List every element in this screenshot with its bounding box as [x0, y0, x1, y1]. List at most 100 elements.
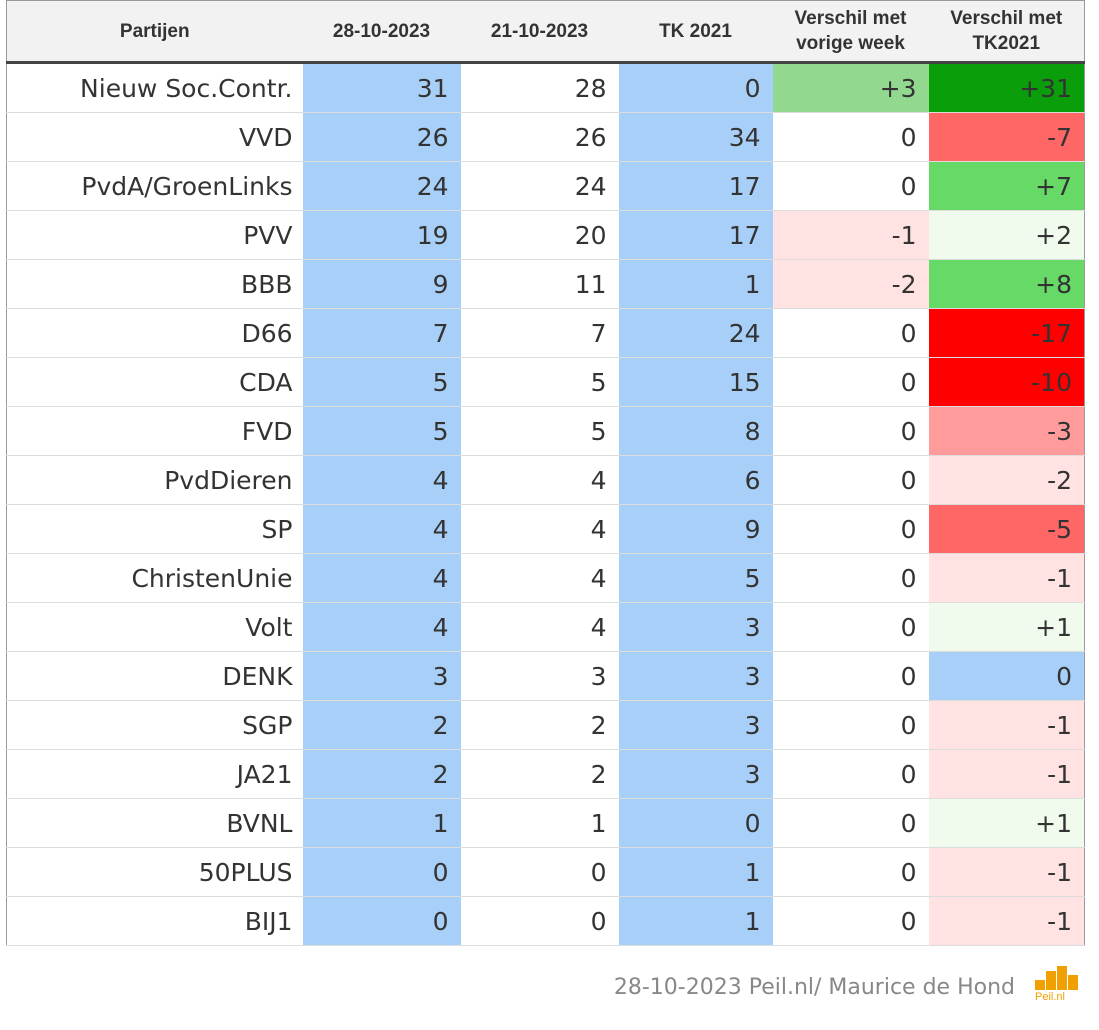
table-row: VVD 26 26 34 0 -7 [6, 112, 1085, 162]
party-name: JA21 [6, 749, 303, 799]
diff-tk2021: +31 [928, 62, 1085, 113]
diff-tk2021: -1 [928, 847, 1085, 897]
diff-tk2021: -5 [928, 504, 1085, 554]
table-row: Nieuw Soc.Contr. 31 28 0 +3 +31 [6, 62, 1085, 113]
seats-28-10-2023: 9 [302, 259, 461, 309]
party-name: BBB [6, 259, 303, 309]
diff-previous-week: 0 [772, 651, 929, 701]
seats-tk-2021: 17 [618, 161, 773, 211]
diff-previous-week: +3 [772, 62, 929, 113]
diff-tk2021: +1 [928, 798, 1085, 848]
diff-tk2021: -1 [928, 553, 1085, 603]
seats-28-10-2023: 7 [302, 308, 461, 358]
seats-21-10-2023: 3 [460, 651, 619, 701]
party-name: PvdDieren [6, 455, 303, 505]
seats-28-10-2023: 19 [302, 210, 461, 260]
seats-21-10-2023: 2 [460, 700, 619, 750]
table-header-row: Partijen 28-10-2023 21-10-2023 TK 2021 V… [6, 0, 1085, 64]
table-row: PvdDieren 4 4 6 0 -2 [6, 455, 1085, 505]
logo-bar [1035, 980, 1045, 990]
seats-21-10-2023: 1 [460, 798, 619, 848]
diff-previous-week: -1 [772, 210, 929, 260]
seats-tk-2021: 8 [618, 406, 773, 456]
seats-28-10-2023: 4 [302, 602, 461, 652]
seats-21-10-2023: 4 [460, 504, 619, 554]
party-name: DENK [6, 651, 303, 701]
seats-21-10-2023: 26 [460, 112, 619, 162]
seats-21-10-2023: 24 [460, 161, 619, 211]
diff-previous-week: 0 [772, 700, 929, 750]
diff-tk2021: +7 [928, 161, 1085, 211]
table-row: PvdA/GroenLinks 24 24 17 0 +7 [6, 161, 1085, 211]
table-body: Nieuw Soc.Contr. 31 28 0 +3 +31 VVD 26 26 34 0 -7 Pv… [6, 62, 1085, 946]
seats-tk-2021: 17 [618, 210, 773, 260]
party-name: CDA [6, 357, 303, 407]
column-header: Verschil met vorige week [772, 0, 929, 64]
diff-tk2021: -17 [928, 308, 1085, 358]
column-header: TK 2021 [618, 0, 773, 64]
diff-previous-week: -2 [772, 259, 929, 309]
party-name: SGP [6, 700, 303, 750]
party-name: VVD [6, 112, 303, 162]
party-name: Volt [6, 602, 303, 652]
table-row: SP 4 4 9 0 -5 [6, 504, 1085, 554]
seats-21-10-2023: 0 [460, 847, 619, 897]
diff-previous-week: 0 [772, 308, 929, 358]
seats-tk-2021: 6 [618, 455, 773, 505]
seats-28-10-2023: 31 [302, 62, 461, 113]
table-row: Volt 4 4 3 0 +1 [6, 602, 1085, 652]
peil-logo: Peil.nl [1033, 964, 1079, 1004]
table-row: ChristenUnie 4 4 5 0 -1 [6, 553, 1085, 603]
seats-21-10-2023: 4 [460, 455, 619, 505]
diff-previous-week: 0 [772, 847, 929, 897]
seats-tk-2021: 5 [618, 553, 773, 603]
logo-text: Peil.nl [1035, 991, 1065, 1003]
seats-28-10-2023: 26 [302, 112, 461, 162]
column-header: 28-10-2023 [302, 0, 461, 64]
table-row: BBB 9 11 1 -2 +8 [6, 259, 1085, 309]
seats-tk-2021: 3 [618, 651, 773, 701]
seats-28-10-2023: 2 [302, 749, 461, 799]
diff-tk2021: -2 [928, 455, 1085, 505]
table-row: JA21 2 2 3 0 -1 [6, 749, 1085, 799]
diff-previous-week: 0 [772, 602, 929, 652]
column-header: 21-10-2023 [460, 0, 619, 64]
seats-tk-2021: 1 [618, 847, 773, 897]
seats-tk-2021: 3 [618, 749, 773, 799]
seats-28-10-2023: 0 [302, 896, 461, 946]
seats-tk-2021: 1 [618, 259, 773, 309]
table-row: 50PLUS 0 0 1 0 -1 [6, 847, 1085, 897]
seats-tk-2021: 0 [618, 62, 773, 113]
party-name: BVNL [6, 798, 303, 848]
diff-previous-week: 0 [772, 798, 929, 848]
diff-tk2021: -7 [928, 112, 1085, 162]
table-row: CDA 5 5 15 0 -10 [6, 357, 1085, 407]
table-row: BIJ1 0 0 1 0 -1 [6, 896, 1085, 946]
diff-previous-week: 0 [772, 406, 929, 456]
diff-previous-week: 0 [772, 553, 929, 603]
seats-21-10-2023: 7 [460, 308, 619, 358]
party-name: D66 [6, 308, 303, 358]
table-row: D66 7 7 24 0 -17 [6, 308, 1085, 358]
seats-21-10-2023: 11 [460, 259, 619, 309]
seats-tk-2021: 3 [618, 700, 773, 750]
seats-28-10-2023: 5 [302, 357, 461, 407]
seats-28-10-2023: 4 [302, 504, 461, 554]
diff-previous-week: 0 [772, 455, 929, 505]
diff-tk2021: -1 [928, 749, 1085, 799]
diff-tk2021: +2 [928, 210, 1085, 260]
seats-28-10-2023: 0 [302, 847, 461, 897]
diff-tk2021: -1 [928, 700, 1085, 750]
diff-previous-week: 0 [772, 504, 929, 554]
party-name: 50PLUS [6, 847, 303, 897]
logo-bar [1057, 966, 1067, 990]
seats-28-10-2023: 3 [302, 651, 461, 701]
logo-bar [1068, 975, 1078, 990]
seats-21-10-2023: 20 [460, 210, 619, 260]
seats-21-10-2023: 0 [460, 896, 619, 946]
seats-21-10-2023: 28 [460, 62, 619, 113]
diff-tk2021: 0 [928, 651, 1085, 701]
seats-21-10-2023: 5 [460, 357, 619, 407]
seats-tk-2021: 15 [618, 357, 773, 407]
diff-previous-week: 0 [772, 161, 929, 211]
